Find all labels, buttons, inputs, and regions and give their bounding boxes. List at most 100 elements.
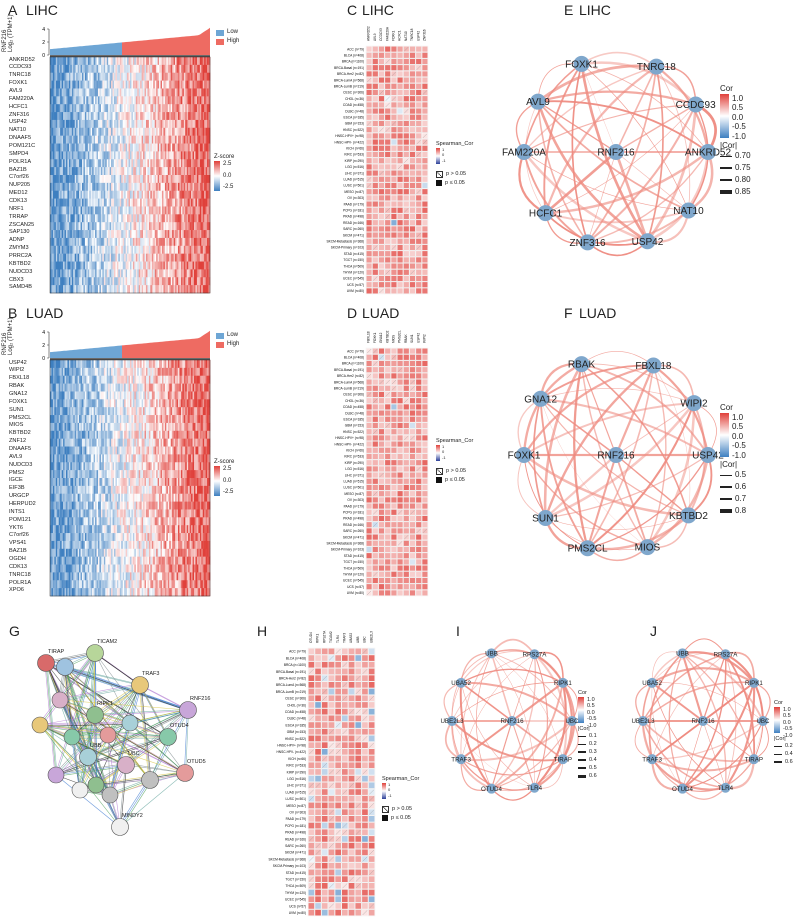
corr-cell xyxy=(348,775,355,782)
corr-cell xyxy=(355,661,362,668)
corr-cell xyxy=(372,176,378,182)
zscore-title: Z-score xyxy=(214,459,235,465)
corr-cell xyxy=(409,164,416,170)
corr-cell xyxy=(321,903,328,909)
corr-cell xyxy=(422,404,428,410)
cor-tick: 1.0 xyxy=(732,412,744,422)
corr-cell xyxy=(409,404,416,410)
panel-title: LUAD xyxy=(362,305,400,321)
gene-node xyxy=(677,783,688,794)
corr-cell xyxy=(409,422,416,429)
corr-cell xyxy=(391,170,397,176)
corr-cell xyxy=(366,269,372,275)
row-label: OV (n=303) xyxy=(289,810,306,814)
corr-cell xyxy=(366,257,372,263)
corr-cell xyxy=(403,213,409,220)
corr-cell xyxy=(315,789,321,795)
corr-cell xyxy=(308,816,315,822)
corr-cell xyxy=(403,584,409,590)
gene-label: USP42 xyxy=(9,119,27,126)
corr-cell xyxy=(403,133,409,139)
corr-cell xyxy=(348,816,355,822)
abs-cor-tick: 0.7 xyxy=(735,494,747,504)
cor-colorbar xyxy=(720,412,729,457)
corr-cell xyxy=(403,238,409,244)
correlation-edge xyxy=(460,668,564,684)
corr-cell xyxy=(372,133,378,139)
corr-cell xyxy=(366,71,372,77)
corr-cell xyxy=(397,565,403,571)
row-label: OV (n=303) xyxy=(347,196,364,200)
corr-cell xyxy=(366,195,372,201)
corr-cell xyxy=(397,503,403,509)
gene-label: PMS2 xyxy=(9,469,25,476)
corr-cell xyxy=(409,170,416,176)
corr-cell xyxy=(385,354,391,360)
corr-cell xyxy=(372,590,378,596)
gene-node xyxy=(447,716,457,726)
corr-cell xyxy=(391,108,397,114)
corr-cell xyxy=(385,238,391,244)
corr-cell xyxy=(355,782,362,789)
string-edge xyxy=(58,683,139,700)
corr-cell xyxy=(403,96,409,102)
corr-cell xyxy=(397,58,403,65)
corr-cell xyxy=(409,145,416,151)
corr-cell xyxy=(397,447,403,453)
corr-cell xyxy=(328,909,335,916)
corr-cell xyxy=(391,58,397,65)
row-label: PAAD (n=179) xyxy=(344,504,364,508)
row-label: PRAD (n=498) xyxy=(343,517,364,521)
corr-cell xyxy=(378,189,385,195)
correlation-edge xyxy=(532,398,547,519)
corr-cell xyxy=(409,398,416,404)
corr-cell xyxy=(416,52,422,58)
corr-cell xyxy=(397,435,403,441)
correlation-edge xyxy=(451,720,535,789)
zscore-tick: 0.0 xyxy=(223,172,232,179)
corr-cell xyxy=(378,503,385,509)
corr-cell xyxy=(378,360,385,367)
heatmap-cells xyxy=(50,57,211,294)
gene-label: HCFC1 xyxy=(9,103,28,110)
corr-cell xyxy=(422,348,428,354)
spearman-tick: -1 xyxy=(442,157,446,163)
corr-cell xyxy=(385,176,391,182)
corr-cell xyxy=(391,139,397,145)
corr-cell xyxy=(321,769,328,775)
corr-cell xyxy=(342,782,348,789)
panel-letter: I xyxy=(456,623,460,639)
string-edge xyxy=(39,724,127,766)
corr-cell xyxy=(385,534,391,540)
corr-cell xyxy=(315,695,321,702)
corr-cell xyxy=(416,201,422,207)
corr-cell xyxy=(321,862,328,869)
y-tick-label: 2 xyxy=(42,40,45,46)
correlation-edge xyxy=(724,653,756,760)
corr-cell xyxy=(385,220,391,226)
corr-cell xyxy=(378,416,385,422)
corr-cell xyxy=(397,460,403,466)
string-edge xyxy=(95,715,151,781)
corr-cell xyxy=(391,522,397,528)
corr-cell xyxy=(391,484,397,491)
spearman-title: Spearman_Cor xyxy=(436,141,474,147)
corr-cell xyxy=(378,478,385,484)
correlation-edge xyxy=(540,398,689,516)
cor-tick: -1.0 xyxy=(783,732,793,739)
corr-cell xyxy=(368,782,375,789)
row-label: LUAD (n=515) xyxy=(344,178,364,182)
correlation-edge xyxy=(581,51,657,68)
gene-node xyxy=(579,234,596,251)
corr-cell xyxy=(385,472,391,478)
corr-cell xyxy=(403,503,409,509)
corr-cell xyxy=(385,559,391,565)
corr-cell xyxy=(335,782,341,789)
corr-cell xyxy=(397,96,403,102)
panel-title: LIHC xyxy=(26,2,58,18)
column-label: KBTBD2 xyxy=(385,330,389,343)
row-label: CHOL (n=36) xyxy=(287,703,306,707)
panel-b: B LUAD RNF216 Log₂ (TPM+1) Low High Z-sc… xyxy=(0,303,295,603)
row-label: LGG (n=516) xyxy=(287,777,306,781)
